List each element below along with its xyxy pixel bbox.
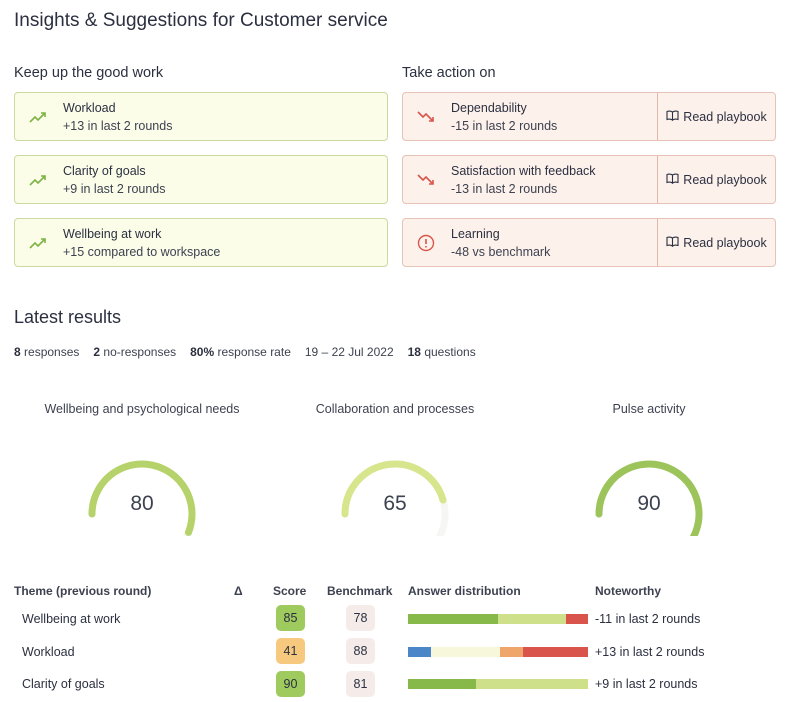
response-rate-stat: 80% response rate <box>190 345 291 359</box>
distribution-segment <box>498 614 567 624</box>
noresponses-stat: 2 no-responses <box>93 345 177 359</box>
distribution-segment <box>408 647 432 657</box>
trend-up-icon <box>15 93 61 140</box>
col-header-score[interactable]: Score <box>273 584 307 598</box>
date-range: 19 – 22 Jul 2022 <box>304 345 394 359</box>
take-action-heading: Take action on <box>402 65 496 81</box>
distribution-segment <box>566 614 588 624</box>
distribution-segment <box>523 647 588 657</box>
action-title: Dependability <box>451 100 527 115</box>
action-card-dependability[interactable]: Dependability -15 in last 2 rounds Read … <box>402 92 776 141</box>
col-header-delta[interactable]: Δ <box>234 584 243 598</box>
score-badge: 90 <box>276 671 305 697</box>
read-playbook-button[interactable]: Read playbook <box>657 93 775 140</box>
distribution-segment <box>408 679 477 689</box>
gauge-fill-arc <box>595 460 703 536</box>
read-playbook-button[interactable]: Read playbook <box>657 156 775 203</box>
noteworthy-text: +9 in last 2 rounds <box>595 677 698 691</box>
answer-distribution-bar <box>408 614 588 624</box>
trend-up-icon <box>15 219 61 266</box>
distribution-segment <box>499 647 524 657</box>
gauge-ring <box>595 460 703 536</box>
insight-title: Wellbeing at work <box>63 226 162 241</box>
action-title: Satisfaction with feedback <box>451 163 596 178</box>
responses-stat: 8 responses <box>14 345 80 359</box>
book-icon <box>666 110 679 124</box>
answer-distribution-bar <box>408 647 588 657</box>
gauge-value: 65 <box>383 492 407 515</box>
gauge-value: 80 <box>130 492 154 515</box>
action-title: Learning <box>451 226 500 241</box>
action-detail: -15 in last 2 rounds <box>451 118 558 133</box>
action-card-satisfaction-with-feedback[interactable]: Satisfaction with feedback -13 in last 2… <box>402 155 776 204</box>
insight-title: Workload <box>63 100 116 115</box>
distribution-segment <box>408 614 498 624</box>
insight-card-wellbeing-at-work[interactable]: Wellbeing at work +15 compared to worksp… <box>14 218 388 267</box>
gauge-fill-arc <box>341 460 447 518</box>
benchmark-badge: 88 <box>346 638 375 664</box>
row-theme: Workload <box>22 645 75 659</box>
action-card-learning[interactable]: Learning -48 vs benchmark Read playbook <box>402 218 776 267</box>
insight-detail: +9 in last 2 rounds <box>63 181 166 196</box>
alert-circle-icon <box>403 219 449 266</box>
gauge-ring <box>341 460 449 536</box>
score-badge: 41 <box>276 638 305 664</box>
col-header-distribution: Answer distribution <box>408 584 521 598</box>
col-header-theme[interactable]: Theme (previous round) <box>14 584 152 598</box>
action-detail: -13 in last 2 rounds <box>451 181 558 196</box>
gauge-fill-arc <box>88 460 196 536</box>
insight-title: Clarity of goals <box>63 163 146 178</box>
book-icon <box>666 173 679 187</box>
gauge-collaboration[interactable]: Collaboration and processes 65 <box>275 402 515 536</box>
insight-detail: +13 in last 2 rounds <box>63 118 173 133</box>
read-playbook-label: Read playbook <box>683 109 767 124</box>
gauge-label: Wellbeing and psychological needs <box>44 402 240 416</box>
trend-up-icon <box>15 156 61 203</box>
latest-results-title: Latest results <box>14 307 122 327</box>
gauge-label: Collaboration and processes <box>315 402 475 416</box>
benchmark-badge: 81 <box>346 671 375 697</box>
distribution-segment <box>431 647 500 657</box>
noteworthy-text: +13 in last 2 rounds <box>595 645 705 659</box>
gauge-label: Pulse activity <box>612 402 686 416</box>
read-playbook-label: Read playbook <box>683 172 767 187</box>
results-stats: 8 responses 2 no-responses 80% response … <box>14 345 490 359</box>
row-theme: Wellbeing at work <box>22 612 121 626</box>
action-detail: -48 vs benchmark <box>451 244 551 259</box>
insight-detail: +15 compared to workspace <box>63 244 221 259</box>
insight-card-workload[interactable]: Workload +13 in last 2 rounds <box>14 92 388 141</box>
read-playbook-label: Read playbook <box>683 235 767 250</box>
distribution-segment <box>476 679 588 689</box>
good-work-heading: Keep up the good work <box>14 65 164 81</box>
insight-card-clarity-of-goals[interactable]: Clarity of goals +9 in last 2 rounds <box>14 155 388 204</box>
trend-down-icon <box>403 93 449 140</box>
book-icon <box>666 236 679 250</box>
questions-stat: 18 questions <box>407 345 476 359</box>
score-badge: 85 <box>276 605 305 631</box>
noteworthy-text: -11 in last 2 rounds <box>595 612 701 626</box>
row-theme: Clarity of goals <box>22 677 105 691</box>
read-playbook-button[interactable]: Read playbook <box>657 219 775 266</box>
gauge-value: 90 <box>637 492 661 515</box>
page-title: Insights & Suggestions for Customer serv… <box>14 10 388 31</box>
answer-distribution-bar <box>408 679 588 689</box>
trend-down-icon <box>403 156 449 203</box>
col-header-benchmark[interactable]: Benchmark <box>327 584 393 598</box>
gauge-wellbeing[interactable]: Wellbeing and psychological needs 80 <box>22 402 262 536</box>
col-header-noteworthy: Noteworthy <box>595 584 661 598</box>
gauge-pulse-activity[interactable]: Pulse activity 90 <box>529 402 769 536</box>
gauge-ring <box>88 460 196 536</box>
benchmark-badge: 78 <box>346 605 375 631</box>
